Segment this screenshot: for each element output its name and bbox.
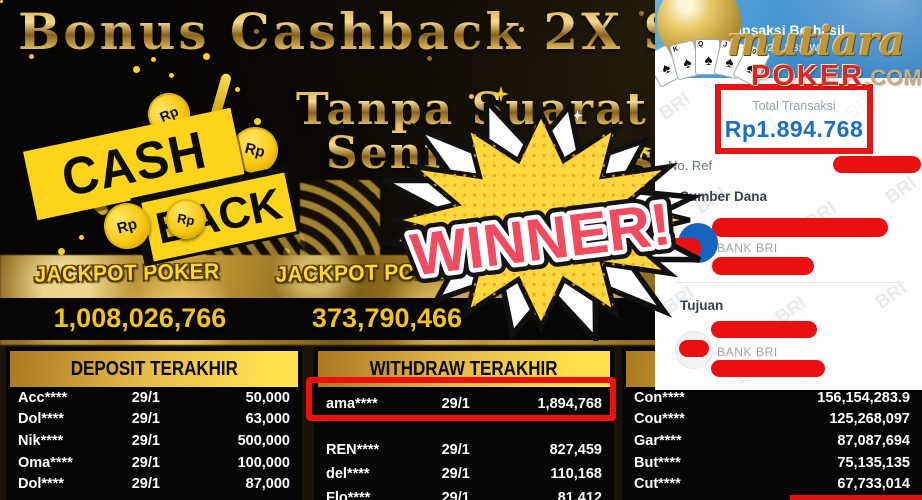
table-row: Dol**** 29/1 63,000 [6, 409, 302, 431]
jackpot-value: 1,008,026,766 [53, 303, 227, 333]
table-row: REN**** 29/1 827,459 [314, 438, 614, 462]
coin-label: Rp [176, 210, 196, 228]
source-bank-label: BANK BRI [717, 241, 778, 255]
deposit-table-header: DEPOSIT TERAKHIR [10, 351, 298, 387]
row-name: Oma**** [18, 454, 73, 471]
redacted-account-name [711, 321, 817, 338]
row-name: del**** [326, 466, 370, 482]
cashback-badge: Rp Rp CASH BACK Rp Rp [20, 72, 320, 285]
row-amount: 50,000 [245, 389, 290, 406]
row-name: ama**** [326, 396, 378, 412]
brand-script-logo: mutiara [727, 18, 905, 65]
table-row: Acc**** 29/1 50,000 [6, 387, 302, 409]
deposit-table: DEPOSIT TERAKHIR Acc**** 29/1 50,000 Dol**… [6, 347, 302, 500]
row-name: But**** [634, 454, 681, 471]
table-row: But**** 75,135,135 [622, 452, 922, 474]
card-rank: K [672, 45, 680, 54]
table-row: Con**** 156,154,283.9 [622, 387, 922, 409]
row-name: Dol**** [18, 476, 64, 493]
bri-watermark: BRI [881, 172, 921, 209]
jackpot-value: 373,790,466 [311, 303, 463, 333]
row-amount: 87,000 [245, 476, 290, 493]
coin-label: Rp [243, 139, 267, 161]
row-date: 29/1 [131, 432, 160, 449]
source-section-label: Sumber Dana [680, 189, 768, 204]
brand-wordmark: POKER.COM [751, 60, 922, 93]
withdraw-table: WITHDRAW TERAKHIR ama**** 29/1 1,894,768 R… [314, 347, 614, 500]
table-row: Cut**** 67,733,014 [622, 473, 922, 495]
redaction-blob [679, 340, 709, 357]
row-amount: 1,894,768 [537, 396, 602, 412]
spade-icon: ♠ [704, 52, 713, 69]
redacted-ref-value [833, 156, 921, 173]
royal-flush-cards-icon: A♠ K♠ Q♠ J♠ 10♠ [655, 36, 775, 98]
row-date: 29/1 [131, 389, 160, 406]
table-row: Flo**** 29/1 81,412 [314, 486, 614, 500]
row-date: 29/1 [441, 442, 470, 458]
row-amount: 75,135,135 [837, 454, 910, 471]
row-date: 29/1 [131, 411, 160, 428]
table-row: Nik**** 29/1 500,000 [6, 430, 302, 452]
burst-dot-texture [392, 112, 690, 328]
total-label: Total Transaksi [752, 99, 836, 113]
redacted-account-number [711, 360, 825, 377]
row-amount: 67,733,014 [837, 476, 910, 493]
coin-label: Rp [115, 215, 139, 237]
bank-receipt-panel: BRI BRI BRI BRI BRI BRI BRI BRI BRI BRI … [655, 0, 922, 390]
row-date: 29/1 [131, 454, 160, 471]
row-amount: 125,268,097 [829, 411, 910, 428]
table-row: Dol**** 29/1 87,000 [6, 473, 302, 495]
section-divider [675, 282, 905, 283]
row-name: Con**** [634, 389, 685, 406]
banner-title: Bonus Cashback 2X Se [18, 2, 718, 61]
banner-subtitle: Tanpa Suarat [296, 84, 648, 135]
row-name: Cut**** [634, 476, 681, 493]
row-name: Nik**** [18, 432, 64, 449]
row-amount: 156,154,283.9 [817, 389, 910, 406]
no-ref-label: No. Ref [668, 158, 713, 173]
row-amount: 110,168 [550, 466, 602, 482]
row-name: Flo**** [326, 490, 371, 500]
receipt-date: Januari 2023, 2:8:0 WIB [721, 43, 829, 54]
winner-sticker: WINNER! WINNER! WINNER! [379, 103, 703, 341]
destination-section-label: Tujuan [680, 298, 724, 313]
row-amount: 500,000 [237, 432, 290, 449]
sparkle-star-icon [572, 110, 583, 121]
bri-watermark: BRI [871, 277, 911, 314]
table-row: Gar**** 87,087,694 [622, 430, 922, 452]
table-row: Oma**** 29/1 100,000 [6, 452, 302, 474]
brand-poker-label: POKER [751, 60, 865, 92]
table-row: del**** 29/1 110,168 [314, 462, 614, 486]
total-transaction-box: Total Transaksi Rp1.894.768 [715, 84, 873, 154]
highlighted-winner-row: ama**** 29/1 1,894,768 [314, 392, 614, 416]
card-rank: Q [698, 41, 704, 48]
receipt-title: Transaksi Berhasil [721, 22, 845, 38]
row-date: 29/1 [441, 396, 470, 412]
row-amount: 827,459 [549, 442, 602, 458]
brand-com-label: .COM [864, 65, 922, 90]
row-name: Acc**** [18, 389, 68, 406]
row-name: Cou**** [634, 411, 685, 428]
row-date: 29/1 [441, 466, 470, 482]
redacted-account-number [712, 257, 814, 275]
row-amount: 63,000 [245, 411, 290, 428]
row-name: Dol**** [18, 411, 64, 428]
withdraw-header-label: WITHDRAW TERAKHIR [370, 357, 558, 380]
red-strip-decoration [790, 495, 922, 500]
row-name: REN**** [326, 442, 380, 458]
destination-bank-label: BANK BRI [717, 345, 778, 359]
row-date: 29/1 [441, 490, 470, 500]
winner-row-highlight-box [306, 377, 616, 421]
deposit-header-label: DEPOSIT TERAKHIR [70, 357, 238, 380]
sparkle-dots [0, 0, 3, 3]
row-name: Gar**** [634, 432, 682, 449]
row-amount: 87,087,694 [837, 432, 910, 449]
row-date: 29/1 [131, 476, 160, 493]
total-value: Rp1.894.768 [724, 116, 864, 142]
row-amount: 81,412 [557, 490, 602, 500]
row-amount: 100,000 [237, 454, 290, 471]
redacted-account-name [712, 218, 888, 237]
table-row: Cou**** 125,268,097 [622, 409, 922, 431]
